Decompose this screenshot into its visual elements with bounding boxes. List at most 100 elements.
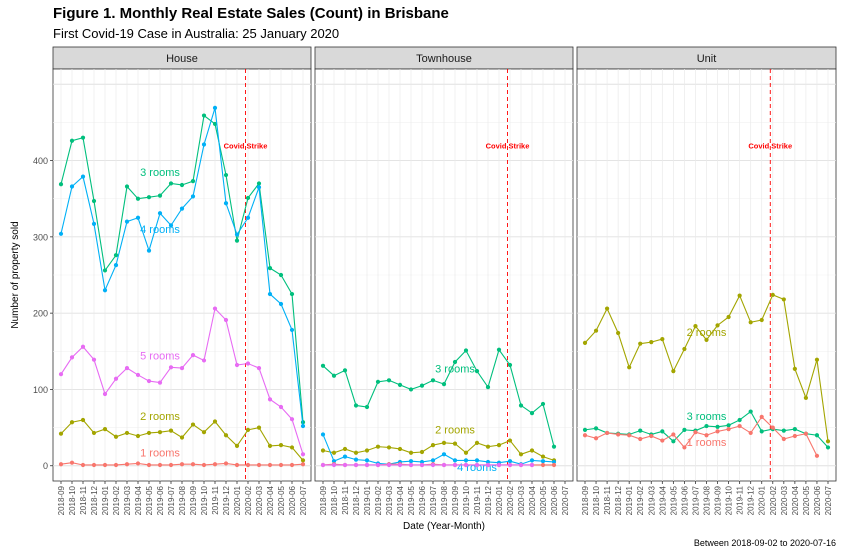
y-axis-title: Number of property sold xyxy=(10,221,21,328)
data-point xyxy=(748,430,753,436)
x-tick-label: 2019-05 xyxy=(669,485,678,515)
data-point xyxy=(529,448,535,453)
x-tick-label: 2019-01 xyxy=(625,485,634,515)
data-point xyxy=(715,429,720,434)
data-point xyxy=(375,444,381,449)
data-point xyxy=(80,417,86,423)
data-point xyxy=(781,436,786,442)
data-point xyxy=(146,378,152,384)
data-point xyxy=(452,462,458,468)
x-tick-label: 2020-06 xyxy=(550,485,559,515)
data-point xyxy=(278,462,284,468)
data-point xyxy=(190,422,196,427)
data-point xyxy=(814,357,820,362)
data-point xyxy=(69,460,75,465)
data-point xyxy=(593,328,599,333)
x-tick-label: 2019-04 xyxy=(134,485,143,515)
data-point xyxy=(496,462,502,468)
data-point xyxy=(278,301,284,307)
data-point xyxy=(419,462,425,468)
data-point xyxy=(342,454,348,459)
data-point xyxy=(441,382,447,387)
data-point xyxy=(91,221,97,226)
data-point xyxy=(146,462,152,468)
data-point xyxy=(157,211,163,216)
data-point xyxy=(463,462,469,468)
x-tick-label: 2018-12 xyxy=(614,485,623,515)
data-point xyxy=(256,365,262,371)
x-tick-label: 2019-11 xyxy=(473,485,482,514)
data-point xyxy=(408,387,414,392)
x-tick-label: 2020-02 xyxy=(506,485,515,515)
data-point xyxy=(660,336,665,342)
data-point xyxy=(386,378,392,383)
data-point xyxy=(419,383,425,388)
data-point xyxy=(682,427,687,432)
data-point xyxy=(529,462,535,468)
series-line xyxy=(584,416,818,457)
data-point xyxy=(245,215,251,220)
x-tick-label: 2020-03 xyxy=(780,485,789,515)
data-point xyxy=(660,429,665,434)
data-point xyxy=(135,372,141,378)
series-label: 1 rooms xyxy=(687,437,727,449)
data-point xyxy=(157,380,163,385)
y-tick-label: 300 xyxy=(33,232,48,242)
data-point xyxy=(190,353,196,358)
x-tick-label: 2019-10 xyxy=(462,485,471,515)
data-point xyxy=(256,185,262,190)
data-point xyxy=(342,368,348,373)
data-point xyxy=(781,428,786,433)
data-point xyxy=(353,457,359,462)
data-point xyxy=(770,292,775,297)
data-point xyxy=(759,317,764,323)
data-point xyxy=(80,462,86,468)
data-point xyxy=(715,323,720,328)
data-point xyxy=(693,430,698,435)
data-point xyxy=(507,462,513,468)
covid-marker-label: Covid Strike xyxy=(748,141,792,150)
data-point xyxy=(146,195,152,200)
x-tick-label: 2019-12 xyxy=(222,485,231,515)
data-point xyxy=(759,429,764,434)
data-point xyxy=(256,462,262,468)
data-point xyxy=(759,414,764,420)
data-point xyxy=(135,196,141,201)
data-point xyxy=(91,462,97,468)
x-tick-label: 2019-02 xyxy=(374,485,383,515)
data-point xyxy=(157,193,163,198)
data-point xyxy=(278,404,284,410)
data-point xyxy=(278,272,284,278)
data-point xyxy=(704,337,709,342)
x-tick-label: 2019-06 xyxy=(680,485,689,515)
x-tick-label: 2018-11 xyxy=(603,485,612,514)
data-point xyxy=(397,446,403,452)
data-point xyxy=(256,181,262,186)
data-point xyxy=(792,433,797,439)
data-point xyxy=(485,385,491,390)
data-point xyxy=(212,419,218,424)
data-point xyxy=(496,443,502,448)
data-point xyxy=(234,443,240,449)
data-point xyxy=(300,452,306,457)
data-point xyxy=(69,138,75,143)
y-tick-label: 0 xyxy=(43,461,48,471)
data-point xyxy=(518,403,524,408)
series-line xyxy=(322,439,555,461)
data-point xyxy=(671,439,676,444)
series-label: 4 rooms xyxy=(140,224,180,236)
x-tick-label: 2020-01 xyxy=(233,485,242,515)
data-point xyxy=(124,219,130,224)
data-point xyxy=(529,458,535,463)
data-point xyxy=(135,215,141,220)
data-point xyxy=(474,462,480,468)
x-tick-label: 2019-10 xyxy=(200,485,209,515)
data-point xyxy=(397,462,403,468)
x-tick-label: 2019-04 xyxy=(396,485,405,515)
data-point xyxy=(190,194,196,199)
data-point xyxy=(58,182,64,187)
data-point xyxy=(682,346,687,352)
data-point xyxy=(179,182,185,188)
data-point xyxy=(540,401,546,407)
data-point xyxy=(278,443,284,448)
